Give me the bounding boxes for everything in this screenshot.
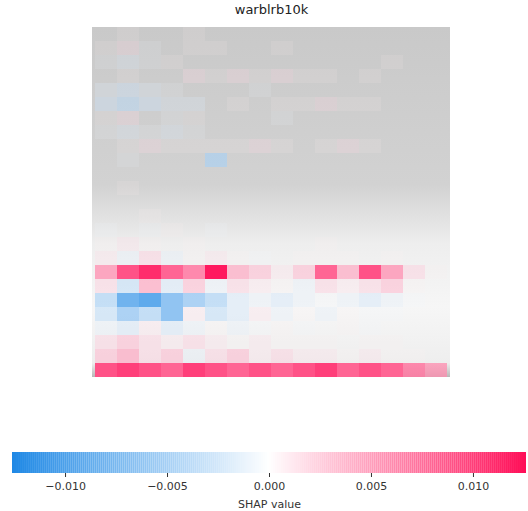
- svg-text:SHAP value: SHAP value: [238, 498, 301, 511]
- svg-text:−0.005: −0.005: [147, 480, 188, 493]
- svg-text:0.005: 0.005: [356, 480, 388, 493]
- svg-text:0.010: 0.010: [458, 480, 490, 493]
- svg-text:warblrb10k: warblrb10k: [235, 2, 309, 17]
- svg-text:0.000: 0.000: [254, 480, 286, 493]
- svg-text:−0.010: −0.010: [45, 480, 86, 493]
